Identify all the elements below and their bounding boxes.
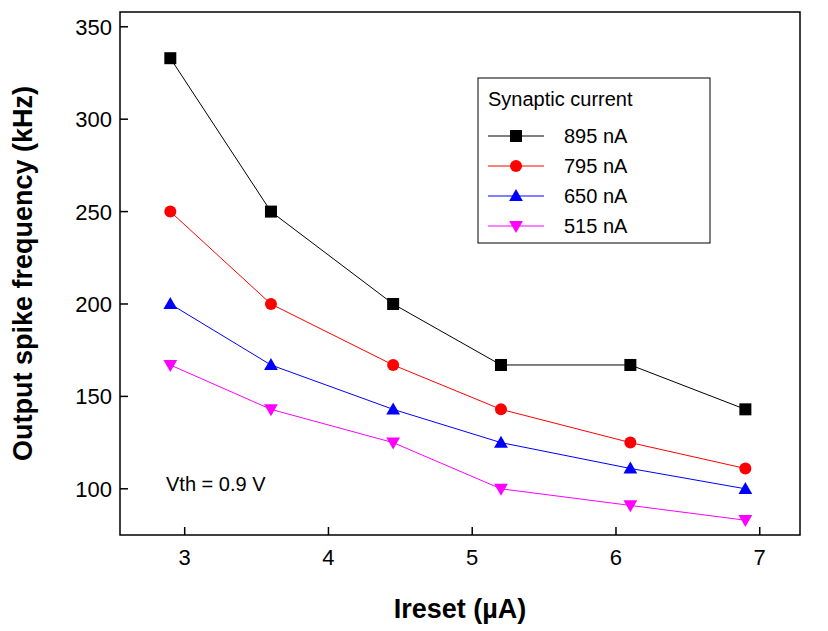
y-tick-label: 100 <box>75 477 112 502</box>
x-tick <box>615 527 617 535</box>
annotation: Vth = 0.9 V <box>166 473 266 495</box>
series-line <box>170 365 745 520</box>
plot-frame <box>120 12 800 535</box>
data-point <box>739 462 751 474</box>
series-line <box>170 304 745 489</box>
data-point <box>623 500 637 512</box>
data-point <box>624 359 636 371</box>
legend-marker <box>509 221 523 233</box>
y-tick-label: 350 <box>75 15 112 40</box>
data-point <box>494 484 508 496</box>
data-group <box>163 52 752 527</box>
legend-label: 515 nA <box>564 215 628 237</box>
legend: Synaptic current 895 nA 795 nA 650 nA 515 nA <box>478 78 710 243</box>
data-point <box>739 403 751 415</box>
series-line <box>170 212 745 469</box>
x-tick <box>328 527 330 535</box>
chart: 3 4 5 6 7 100 150 200 250 300 350 Ireset (µA) Output… <box>0 0 828 631</box>
data-point <box>623 462 637 474</box>
x-tick-label: 3 <box>179 545 191 570</box>
legend-marker <box>509 189 523 201</box>
legend-marker <box>510 160 522 172</box>
data-point <box>163 297 177 309</box>
legend-marker <box>510 130 522 142</box>
x-tick-label: 5 <box>466 545 478 570</box>
data-point <box>624 437 636 449</box>
data-point <box>494 436 508 448</box>
y-tick <box>120 211 128 213</box>
data-point <box>164 52 176 64</box>
y-tick-label: 150 <box>75 384 112 409</box>
data-point <box>386 402 400 414</box>
y-tick-label: 250 <box>75 200 112 225</box>
data-point <box>386 437 400 449</box>
data-point <box>265 298 277 310</box>
legend-label: 895 nA <box>564 125 628 147</box>
y-axis-label: Output spike frequency (kHz) <box>8 86 38 461</box>
data-point <box>264 358 278 370</box>
data-point <box>163 360 177 372</box>
y-tick <box>120 488 128 490</box>
x-tick-label: 7 <box>754 545 766 570</box>
data-point <box>264 404 278 416</box>
data-point <box>164 206 176 218</box>
data-point <box>495 403 507 415</box>
y-tick <box>120 303 128 305</box>
x-axis-label: Ireset (µA) <box>394 594 527 624</box>
data-point <box>387 298 399 310</box>
legend-title: Synaptic current <box>488 88 633 110</box>
data-point <box>265 206 277 218</box>
x-tick <box>759 527 761 535</box>
data-point <box>495 359 507 371</box>
data-point <box>387 359 399 371</box>
y-tick-label: 300 <box>75 107 112 132</box>
y-tick <box>120 118 128 120</box>
data-point <box>738 515 752 527</box>
y-tick <box>120 396 128 398</box>
x-tick-label: 4 <box>322 545 334 570</box>
x-tick-label: 6 <box>610 545 622 570</box>
y-tick <box>120 26 128 28</box>
legend-box <box>478 78 710 243</box>
x-tick <box>184 527 186 535</box>
data-point <box>738 482 752 494</box>
x-tick <box>471 527 473 535</box>
y-tick-label: 200 <box>75 292 112 317</box>
legend-label: 650 nA <box>564 185 628 207</box>
legend-label: 795 nA <box>564 155 628 177</box>
